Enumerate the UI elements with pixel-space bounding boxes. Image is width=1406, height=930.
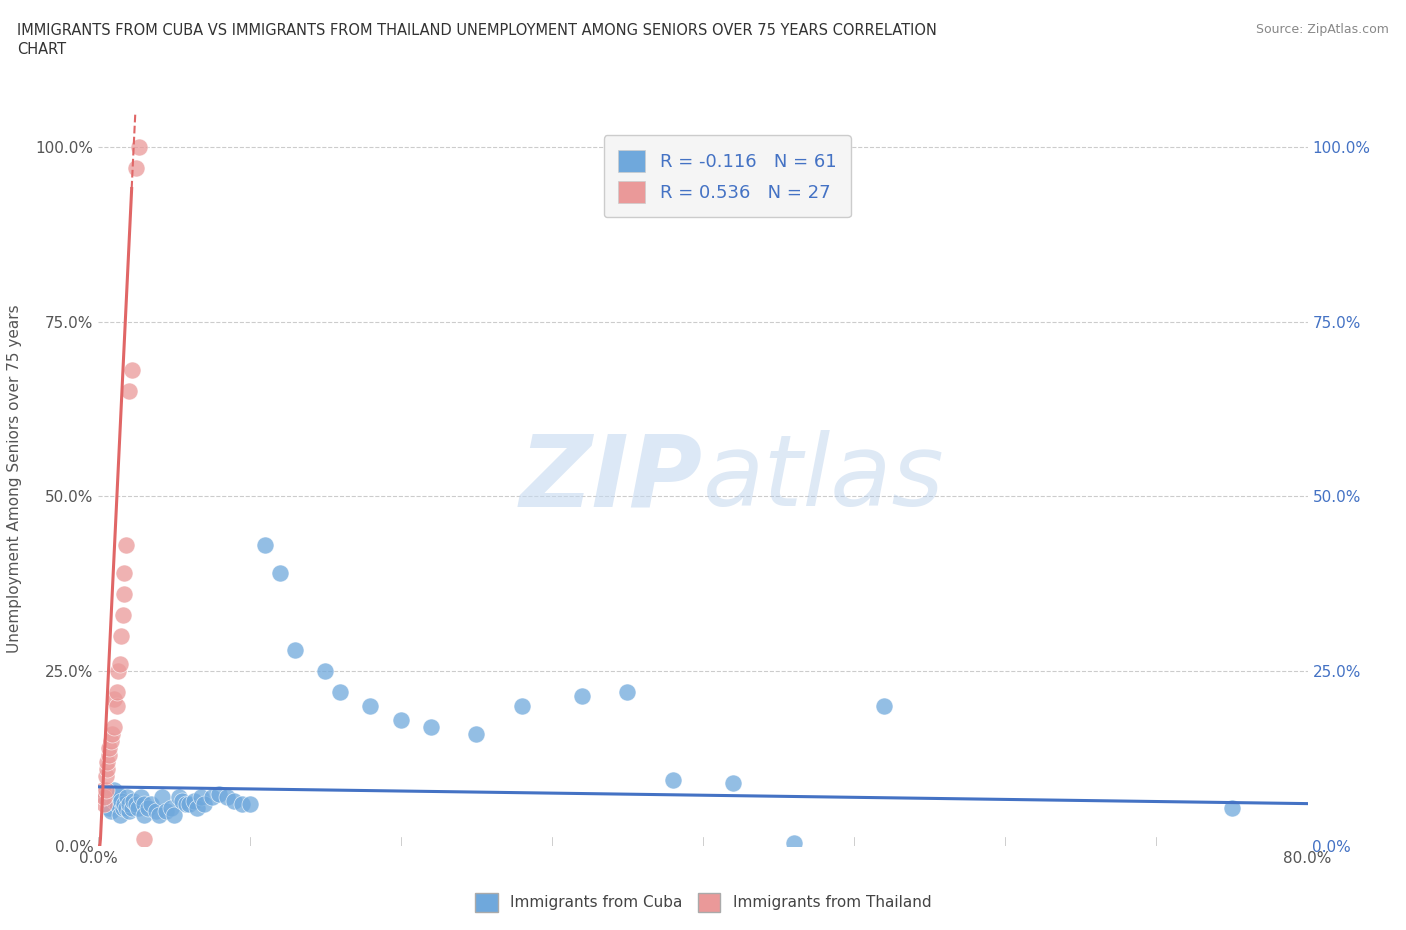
Point [129,790,152,804]
Point [132,831,155,846]
Text: CHART: CHART [17,42,66,57]
Point [150,790,173,804]
Point [94,790,117,804]
Point [873,699,896,714]
Point [112,566,135,581]
Point [132,797,155,812]
Point [389,713,412,728]
Point [661,773,683,788]
Point [115,790,138,804]
Point [101,727,124,742]
Point [360,699,382,714]
Point [193,797,215,812]
Point [118,804,141,818]
Point [190,790,212,804]
Point [167,790,190,804]
Point [1220,801,1243,816]
Point [186,801,208,816]
Point [127,801,149,816]
Point [114,801,136,816]
Point [128,140,150,154]
Point [125,160,148,175]
Point [269,566,291,581]
Point [110,793,132,808]
Point [93,797,115,812]
Point [208,787,231,802]
Point [723,776,745,790]
Point [510,699,533,714]
Point [183,793,205,808]
Point [108,657,131,671]
Point [100,804,122,818]
Point [201,790,224,804]
Point [103,783,125,798]
Point [107,787,129,802]
Point [121,801,143,816]
Point [155,804,177,818]
Point [110,629,132,644]
Point [148,807,170,822]
Legend: Immigrants from Cuba, Immigrants from Thailand: Immigrants from Cuba, Immigrants from Th… [468,887,938,918]
Point [122,793,145,808]
Point [111,801,134,816]
Point [179,797,201,812]
Point [571,688,593,703]
Point [96,762,118,777]
Point [94,769,117,784]
Point [314,664,336,679]
Point [121,363,143,378]
Point [111,608,134,623]
Point [160,801,183,816]
Point [284,643,307,658]
Point [239,797,262,812]
Legend: R = -0.116   N = 61, R = 0.536   N = 27: R = -0.116 N = 61, R = 0.536 N = 27 [603,136,851,218]
Point [108,807,131,822]
Point [103,720,125,735]
Point [420,720,443,735]
Point [253,538,276,552]
Text: atlas: atlas [703,431,945,527]
Point [215,790,238,804]
Point [125,797,148,812]
Point [132,807,155,822]
Point [174,797,197,812]
Point [98,741,121,756]
Point [118,797,141,812]
Point [141,797,163,812]
Point [105,699,128,714]
Y-axis label: Unemployment Among Seniors over 75 years: Unemployment Among Seniors over 75 years [7,305,21,653]
Text: ZIP: ZIP [520,431,703,527]
Point [783,835,806,850]
Point [112,797,135,812]
Point [100,734,122,749]
Point [465,727,488,742]
Point [105,684,128,699]
Point [163,807,186,822]
Point [329,684,352,699]
Point [98,748,121,763]
Point [98,801,121,816]
Text: Source: ZipAtlas.com: Source: ZipAtlas.com [1256,23,1389,36]
Point [93,790,115,804]
Point [105,797,128,812]
Point [103,692,125,707]
Point [91,783,114,798]
Point [616,684,638,699]
Text: IMMIGRANTS FROM CUBA VS IMMIGRANTS FROM THAILAND UNEMPLOYMENT AMONG SENIORS OVER: IMMIGRANTS FROM CUBA VS IMMIGRANTS FROM … [17,23,936,38]
Point [224,793,246,808]
Point [170,793,193,808]
Point [118,384,141,399]
Point [107,664,129,679]
Point [94,783,117,798]
Point [112,587,135,602]
Point [96,755,118,770]
Point [136,801,159,816]
Point [231,797,253,812]
Point [145,804,167,818]
Point [103,793,125,808]
Point [114,538,136,552]
